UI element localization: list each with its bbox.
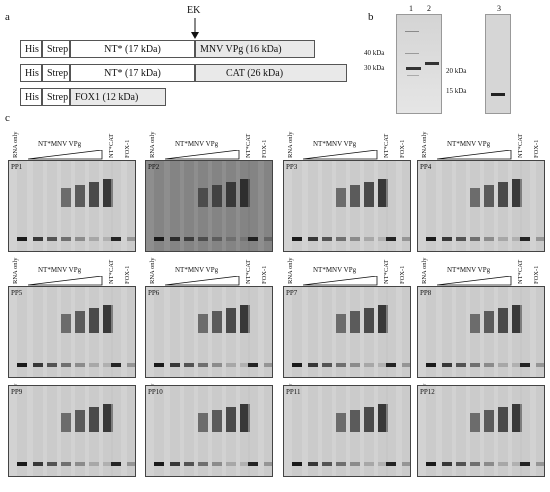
lane-label-rna-only: RNA only	[149, 257, 156, 284]
panel-id-label: PP2	[148, 163, 160, 171]
concentration-wedge	[28, 150, 103, 160]
concentration-wedge	[165, 276, 240, 286]
emsa-gel: PP3	[283, 160, 411, 252]
titration-label: NT*MNV VPg	[447, 140, 491, 148]
emsa-gel: PP9	[8, 385, 136, 477]
emsa-gel: PP4	[417, 160, 545, 252]
emsa-gel: PP2	[145, 160, 273, 252]
lane-label-ntcat: NT*CAT	[517, 133, 524, 158]
lane-label-fox1: FOX-1	[261, 265, 268, 284]
sds-gel-left	[396, 14, 442, 114]
strep-tag-3: Strep	[42, 88, 70, 106]
lane-label-rna-only: RNA only	[421, 131, 428, 158]
sds-gel-right	[485, 14, 511, 114]
strep-tag-1: Strep	[42, 40, 70, 58]
lane-label-rna-only: RNA only	[287, 257, 294, 284]
lane-label-fox1: FOX-1	[399, 265, 406, 284]
marker-20kda: 20 kDa	[446, 67, 467, 75]
lane-label-rna-only: RNA only	[149, 131, 156, 158]
lane-label-ntcat: NT*CAT	[245, 259, 252, 284]
panel-id-label: PP4	[420, 163, 432, 171]
marker-30kda: 30 kDa	[364, 64, 385, 72]
strep-tag-2: Strep	[42, 64, 70, 82]
lane-label-fox1: FOX-1	[124, 139, 131, 158]
nt-domain-2: NT* (17 kDa)	[70, 64, 195, 82]
lane-label-fox1: FOX-1	[124, 265, 131, 284]
lane-label-ntcat: NT*CAT	[383, 259, 390, 284]
titration-label: NT*MNV VPg	[38, 140, 82, 148]
concentration-wedge	[165, 150, 240, 160]
emsa-gel: PP6	[145, 286, 273, 378]
panel-id-label: PP1	[11, 163, 23, 171]
emsa-gel: PP5	[8, 286, 136, 378]
emsa-gel: PP10	[145, 385, 273, 477]
titration-label: NT*MNV VPg	[175, 140, 219, 148]
lane-label-rna-only: RNA only	[421, 257, 428, 284]
panel-label-b: b	[368, 11, 374, 23]
emsa-gel: PP8	[417, 286, 545, 378]
panel-id-label: PP7	[286, 289, 298, 297]
lane-label-fox1: FOX-1	[533, 139, 540, 158]
titration-label: NT*MNV VPg	[447, 266, 491, 274]
lane-label-ntcat: NT*CAT	[108, 133, 115, 158]
lane-label-rna-only: RNA only	[12, 257, 19, 284]
titration-label: NT*MNV VPg	[313, 266, 357, 274]
lane-label-rna-only: RNA only	[12, 131, 19, 158]
panel-id-label: PP9	[11, 388, 23, 396]
titration-label: NT*MNV VPg	[313, 140, 357, 148]
concentration-wedge	[28, 276, 103, 286]
panel-id-label: PP10	[148, 388, 163, 396]
concentration-wedge	[437, 276, 512, 286]
concentration-wedge	[303, 276, 378, 286]
his-tag-3: His	[20, 88, 42, 106]
emsa-gel: PP12	[417, 385, 545, 477]
fox1-domain: FOX1 (12 kDa)	[70, 88, 166, 106]
concentration-wedge	[303, 150, 378, 160]
lane-number-1: 1	[409, 4, 413, 13]
cleavage-site-label: EK	[187, 5, 201, 16]
lane-label-fox1: FOX-1	[533, 265, 540, 284]
panel-id-label: PP6	[148, 289, 160, 297]
lane-label-rna-only: RNA only	[287, 131, 294, 158]
cat-domain: CAT (26 kDa)	[195, 64, 347, 82]
panel-id-label: PP12	[420, 388, 435, 396]
his-tag-1: His	[20, 40, 42, 58]
panel-id-label: PP11	[286, 388, 301, 396]
panel-label-a: a	[5, 11, 10, 23]
cleavage-arrow-icon	[190, 18, 200, 40]
mnv-vpg-domain: MNV VPg (16 kDa)	[195, 40, 315, 58]
concentration-wedge	[437, 150, 512, 160]
marker-40kda: 40 kDa	[364, 49, 385, 57]
panel-id-label: PP8	[420, 289, 432, 297]
panel-label-c: c	[5, 112, 10, 124]
marker-15kda: 15 kDa	[446, 87, 467, 95]
lane-label-ntcat: NT*CAT	[517, 259, 524, 284]
emsa-gel: PP11	[283, 385, 411, 477]
nt-domain-1: NT* (17 kDa)	[70, 40, 195, 58]
lane-label-ntcat: NT*CAT	[245, 133, 252, 158]
lane-label-fox1: FOX-1	[261, 139, 268, 158]
panel-id-label: PP3	[286, 163, 298, 171]
lane-number-3: 3	[497, 4, 501, 13]
his-tag-2: His	[20, 64, 42, 82]
lane-label-fox1: FOX-1	[399, 139, 406, 158]
lane-number-2: 2	[427, 4, 431, 13]
titration-label: NT*MNV VPg	[175, 266, 219, 274]
panel-id-label: PP5	[11, 289, 23, 297]
titration-label: NT*MNV VPg	[38, 266, 82, 274]
lane-label-ntcat: NT*CAT	[383, 133, 390, 158]
emsa-gel: PP1	[8, 160, 136, 252]
lane-label-ntcat: NT*CAT	[108, 259, 115, 284]
emsa-gel: PP7	[283, 286, 411, 378]
